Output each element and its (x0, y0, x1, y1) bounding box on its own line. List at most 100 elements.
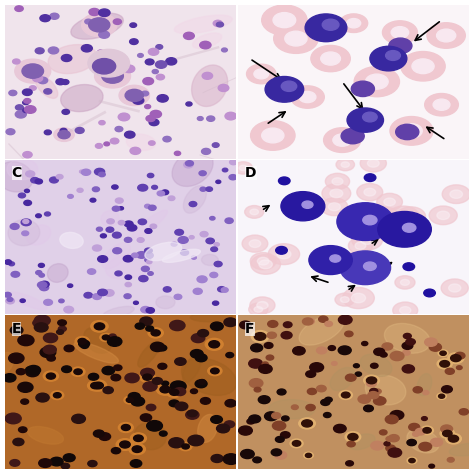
Circle shape (145, 59, 154, 65)
Circle shape (157, 95, 168, 102)
Circle shape (424, 289, 435, 297)
Circle shape (21, 399, 28, 404)
Circle shape (247, 419, 255, 424)
Circle shape (171, 242, 177, 246)
Ellipse shape (47, 264, 68, 283)
Circle shape (446, 433, 461, 444)
Circle shape (448, 284, 461, 292)
Circle shape (40, 347, 56, 357)
Circle shape (347, 441, 355, 447)
Ellipse shape (191, 65, 228, 107)
Circle shape (341, 162, 349, 167)
Circle shape (185, 161, 193, 166)
Circle shape (135, 323, 145, 329)
Circle shape (331, 362, 337, 365)
Circle shape (141, 307, 150, 313)
Ellipse shape (360, 354, 392, 376)
Circle shape (99, 172, 105, 177)
Circle shape (365, 74, 388, 89)
Circle shape (88, 461, 97, 467)
Circle shape (222, 168, 228, 172)
Circle shape (9, 91, 17, 96)
Circle shape (351, 81, 374, 97)
Circle shape (44, 300, 53, 305)
Circle shape (104, 142, 109, 146)
Circle shape (71, 367, 85, 376)
Circle shape (108, 337, 122, 346)
Circle shape (212, 143, 219, 147)
Circle shape (322, 184, 351, 203)
Circle shape (285, 31, 307, 46)
Circle shape (75, 337, 90, 346)
Circle shape (60, 128, 67, 133)
Circle shape (334, 424, 346, 433)
Circle shape (43, 371, 58, 381)
Circle shape (250, 209, 258, 215)
Circle shape (191, 256, 196, 259)
Circle shape (257, 257, 269, 265)
Circle shape (456, 366, 462, 370)
Circle shape (36, 393, 49, 402)
Circle shape (118, 220, 125, 225)
Circle shape (98, 289, 108, 296)
Circle shape (239, 165, 247, 171)
Circle shape (10, 326, 23, 335)
Circle shape (94, 168, 105, 175)
Circle shape (93, 382, 103, 389)
Circle shape (178, 237, 188, 243)
Circle shape (415, 428, 425, 435)
Circle shape (305, 14, 347, 42)
Circle shape (184, 162, 193, 168)
Circle shape (254, 307, 263, 312)
Circle shape (58, 130, 70, 139)
Ellipse shape (0, 162, 33, 192)
Circle shape (150, 224, 156, 228)
Circle shape (39, 273, 45, 277)
Circle shape (80, 170, 84, 173)
Circle shape (18, 382, 33, 392)
Circle shape (128, 225, 137, 231)
Circle shape (210, 217, 215, 220)
Circle shape (447, 457, 454, 462)
Circle shape (140, 414, 152, 421)
Circle shape (419, 442, 432, 451)
Ellipse shape (134, 422, 166, 450)
Circle shape (304, 452, 313, 458)
Circle shape (305, 453, 311, 457)
Circle shape (82, 169, 91, 175)
Circle shape (23, 152, 32, 158)
Ellipse shape (61, 84, 103, 112)
Ellipse shape (417, 374, 432, 396)
Circle shape (34, 315, 50, 326)
Circle shape (132, 253, 138, 257)
Circle shape (355, 372, 362, 376)
Circle shape (123, 255, 133, 262)
Circle shape (189, 201, 197, 207)
Circle shape (38, 77, 48, 84)
Circle shape (364, 375, 379, 386)
Circle shape (328, 203, 340, 211)
Circle shape (193, 288, 202, 294)
Circle shape (355, 242, 366, 249)
Circle shape (166, 58, 177, 65)
Circle shape (89, 9, 100, 16)
Ellipse shape (101, 210, 119, 227)
Circle shape (425, 338, 437, 346)
Circle shape (262, 5, 307, 35)
Circle shape (225, 112, 237, 120)
Circle shape (15, 59, 51, 83)
Circle shape (279, 177, 290, 185)
Circle shape (211, 247, 218, 252)
Circle shape (47, 356, 55, 361)
Circle shape (56, 174, 63, 179)
Circle shape (401, 124, 422, 138)
Circle shape (406, 339, 415, 345)
Circle shape (95, 144, 102, 148)
Circle shape (209, 341, 219, 348)
Circle shape (437, 359, 452, 369)
Circle shape (107, 219, 114, 224)
Circle shape (433, 99, 450, 110)
Circle shape (36, 214, 41, 218)
Circle shape (459, 409, 468, 415)
Circle shape (68, 194, 73, 198)
